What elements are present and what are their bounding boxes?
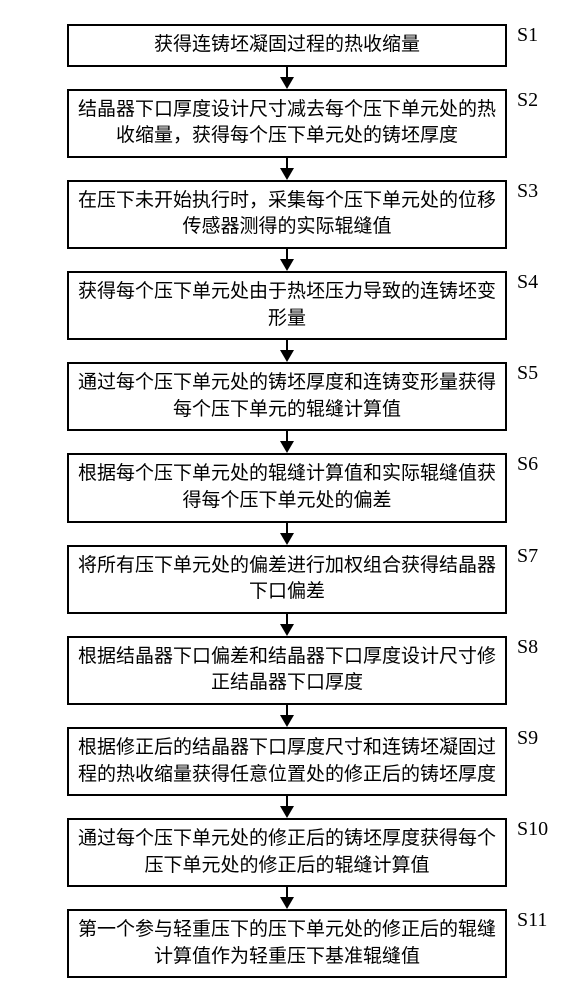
step-box: 根据修正后的结晶器下口厚度尺寸和连铸坯凝固过程的热收缩量获得任意位置处的修正后的…	[67, 727, 507, 796]
step-label: S8	[517, 636, 538, 659]
step-label: S10	[517, 818, 548, 841]
arrow-head	[280, 806, 294, 818]
arrow-down-icon	[280, 523, 294, 545]
step-label: S2	[517, 89, 538, 112]
step-row: 获得连铸坯凝固过程的热收缩量 S1	[0, 24, 574, 67]
step-box: 结晶器下口厚度设计尺寸减去每个压下单元处的热收缩量，获得每个压下单元处的铸坯厚度	[67, 89, 507, 158]
step-label: S4	[517, 271, 538, 294]
arrow-down-icon	[280, 249, 294, 271]
step-box: 将所有压下单元处的偏差进行加权组合获得结晶器下口偏差	[67, 545, 507, 614]
step-box: 通过每个压下单元处的铸坯厚度和连铸变形量获得每个压下单元的辊缝计算值	[67, 362, 507, 431]
step-row: 结晶器下口厚度设计尺寸减去每个压下单元处的热收缩量，获得每个压下单元处的铸坯厚度…	[0, 89, 574, 158]
step-label: S7	[517, 545, 538, 568]
arrow-head	[280, 441, 294, 453]
arrow-head	[280, 897, 294, 909]
arrow-head	[280, 350, 294, 362]
step-box: 根据结晶器下口偏差和结晶器下口厚度设计尺寸修正结晶器下口厚度	[67, 636, 507, 705]
arrow-head	[280, 77, 294, 89]
arrow-head	[280, 259, 294, 271]
arrow-head	[280, 624, 294, 636]
step-label: S9	[517, 727, 538, 750]
arrow-down-icon	[280, 340, 294, 362]
arrow-down-icon	[280, 67, 294, 89]
step-row: 根据每个压下单元处的辊缝计算值和实际辊缝值获得每个压下单元处的偏差 S6	[0, 453, 574, 522]
step-row: 在压下未开始执行时，采集每个压下单元处的位移传感器测得的实际辊缝值 S3	[0, 180, 574, 249]
step-box: 获得连铸坯凝固过程的热收缩量	[67, 24, 507, 67]
step-label: S3	[517, 180, 538, 203]
step-row: 根据修正后的结晶器下口厚度尺寸和连铸坯凝固过程的热收缩量获得任意位置处的修正后的…	[0, 727, 574, 796]
step-box: 在压下未开始执行时，采集每个压下单元处的位移传感器测得的实际辊缝值	[67, 180, 507, 249]
arrow-head	[280, 168, 294, 180]
step-row: 通过每个压下单元处的铸坯厚度和连铸变形量获得每个压下单元的辊缝计算值 S5	[0, 362, 574, 431]
step-row: 根据结晶器下口偏差和结晶器下口厚度设计尺寸修正结晶器下口厚度 S8	[0, 636, 574, 705]
step-box: 第一个参与轻重压下的压下单元处的修正后的辊缝计算值作为轻重压下基准辊缝值	[67, 909, 507, 978]
arrow-down-icon	[280, 431, 294, 453]
arrow-down-icon	[280, 705, 294, 727]
arrow-down-icon	[280, 158, 294, 180]
arrow-down-icon	[280, 796, 294, 818]
step-box: 通过每个压下单元处的修正后的铸坯厚度获得每个压下单元处的修正后的辊缝计算值	[67, 818, 507, 887]
arrow-down-icon	[280, 614, 294, 636]
step-row: 第一个参与轻重压下的压下单元处的修正后的辊缝计算值作为轻重压下基准辊缝值 S11	[0, 909, 574, 978]
arrow-down-icon	[280, 887, 294, 909]
step-box: 获得每个压下单元处由于热坯压力导致的连铸坯变形量	[67, 271, 507, 340]
step-label: S5	[517, 362, 538, 385]
flowchart-container: 获得连铸坯凝固过程的热收缩量 S1 结晶器下口厚度设计尺寸减去每个压下单元处的热收缩…	[0, 24, 574, 978]
step-label: S1	[517, 24, 538, 47]
step-row: 获得每个压下单元处由于热坯压力导致的连铸坯变形量 S4	[0, 271, 574, 340]
step-row: 通过每个压下单元处的修正后的铸坯厚度获得每个压下单元处的修正后的辊缝计算值 S10	[0, 818, 574, 887]
step-row: 将所有压下单元处的偏差进行加权组合获得结晶器下口偏差 S7	[0, 545, 574, 614]
arrow-head	[280, 715, 294, 727]
step-label: S11	[517, 909, 547, 932]
arrow-head	[280, 533, 294, 545]
step-box: 根据每个压下单元处的辊缝计算值和实际辊缝值获得每个压下单元处的偏差	[67, 453, 507, 522]
step-label: S6	[517, 453, 538, 476]
